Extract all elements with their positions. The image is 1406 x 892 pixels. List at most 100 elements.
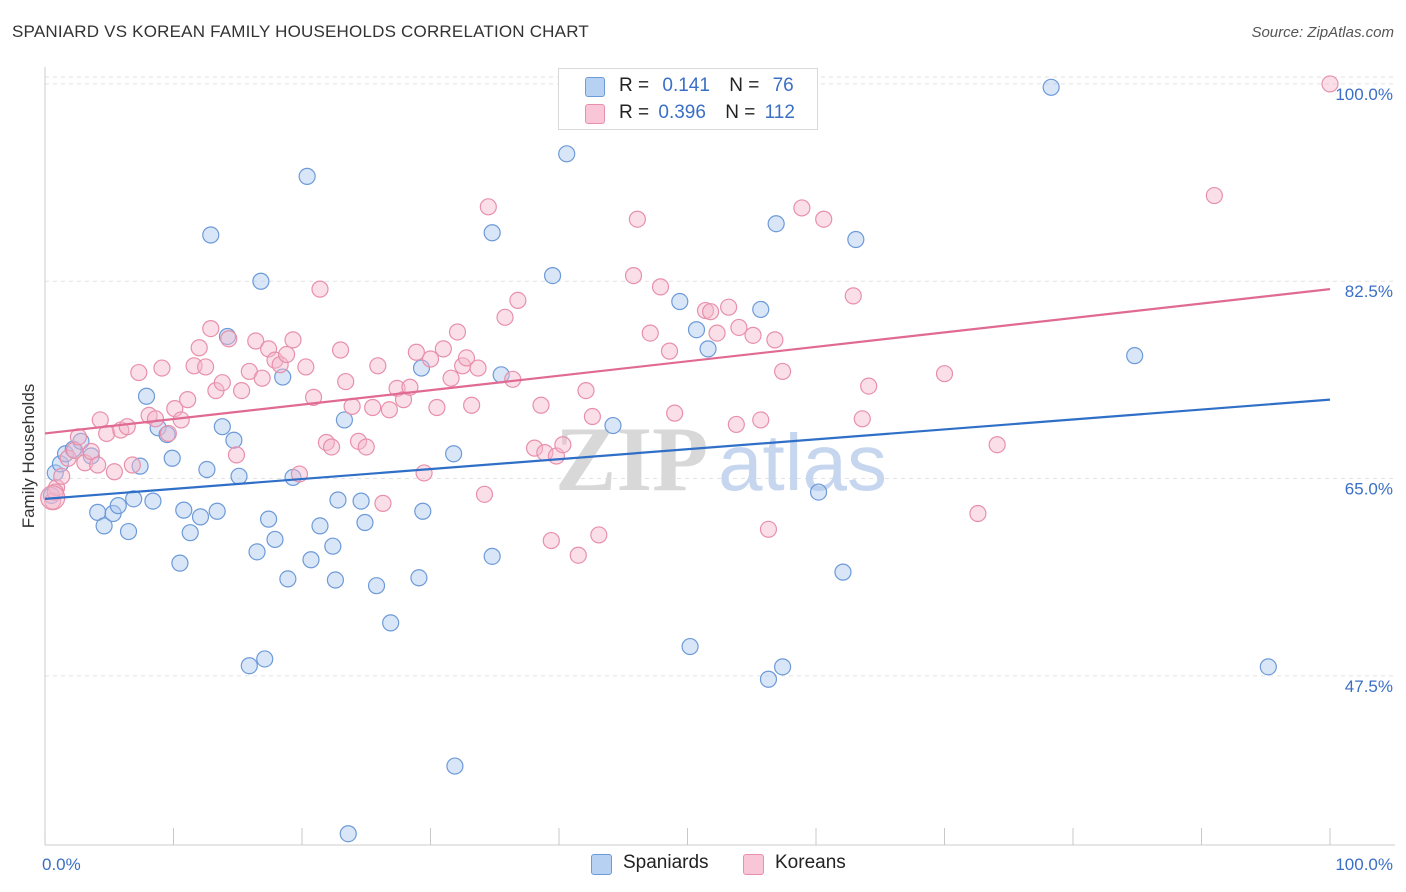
data-point (671, 292, 689, 311)
data-point (759, 670, 778, 688)
data-point (326, 571, 345, 589)
trend-lines (44, 288, 1331, 500)
data-point (146, 410, 165, 428)
legend-r-value: 0.396 (658, 102, 706, 123)
data-point (628, 210, 646, 228)
data-point (988, 436, 1006, 454)
data-point (266, 530, 284, 549)
data-point (752, 300, 770, 319)
data-point (445, 445, 463, 463)
data-point (496, 308, 514, 326)
data-point (298, 167, 316, 185)
data-point (284, 331, 302, 349)
data-point (227, 446, 246, 464)
data-point (412, 359, 431, 377)
data-point (720, 298, 738, 316)
data-point (109, 497, 127, 515)
data-point (213, 418, 231, 436)
data-point (414, 502, 432, 520)
data-point (95, 517, 113, 535)
data-point (329, 491, 347, 509)
legend-stats-koreans: R = 0.396 N = 112 (619, 102, 795, 124)
data-point (247, 332, 265, 350)
data-point (1205, 186, 1223, 205)
data-point (1259, 658, 1277, 676)
data-point (442, 369, 460, 387)
data-point (331, 341, 350, 359)
legend-swatch-spaniards (591, 854, 612, 875)
legend-stats-spaniards: R = 0.141 N = 76 (619, 75, 794, 97)
legend-r-label: R = (619, 102, 650, 123)
x-tick-label: 0.0% (42, 855, 81, 874)
data-point (525, 439, 544, 457)
data-point (759, 520, 778, 538)
data-point (158, 425, 176, 444)
data-point (105, 463, 123, 481)
data-point (198, 460, 216, 479)
data-point (339, 825, 357, 843)
legend-n-label: N = (729, 75, 760, 96)
data-point (969, 504, 987, 523)
data-point (171, 554, 189, 572)
data-point (463, 396, 481, 414)
legend-swatch-spaniards (585, 77, 605, 97)
data-point (159, 424, 177, 443)
data-point (844, 287, 862, 305)
data-point (641, 324, 659, 342)
data-point (1321, 75, 1339, 93)
data-point (125, 490, 143, 508)
data-point (382, 614, 400, 632)
data-point (130, 363, 148, 382)
data-point (322, 438, 341, 456)
y-tick-label: 100.0% (1335, 85, 1393, 104)
data-point (935, 365, 954, 383)
data-point (773, 362, 792, 381)
data-point (302, 551, 320, 569)
legend-label-spaniards: Spaniards (623, 852, 709, 873)
data-point (577, 382, 595, 400)
data-point (554, 436, 572, 454)
data-point (809, 483, 828, 501)
legend-n-value: 76 (772, 75, 794, 96)
axes (44, 67, 1395, 846)
data-point (407, 343, 425, 361)
data-point (708, 324, 726, 342)
data-point (271, 356, 289, 374)
correlation-legend: R = 0.141 N = 76 R = 0.396 N = 112 (558, 68, 818, 130)
data-point (220, 330, 238, 348)
data-point (230, 467, 248, 485)
data-point (730, 318, 748, 337)
watermark-atlas: atlas (718, 418, 887, 507)
data-point (53, 467, 71, 485)
data-point (252, 272, 270, 290)
data-point (687, 321, 706, 339)
data-point (702, 303, 720, 321)
y-tick-label: 65.0% (1345, 480, 1393, 499)
data-point (651, 278, 670, 296)
data-point (815, 210, 833, 228)
data-point (369, 357, 387, 375)
data-point (352, 492, 370, 510)
data-point (660, 342, 679, 360)
data-point (583, 407, 602, 426)
legend-swatch-koreans (743, 854, 764, 875)
legend-r-value: 0.141 (662, 75, 710, 96)
data-point (543, 266, 562, 285)
data-point (569, 546, 587, 564)
data-point (364, 398, 382, 417)
data-point (65, 441, 84, 459)
legend-label-koreans: Koreans (775, 852, 846, 873)
data-point (233, 382, 251, 400)
data-point (469, 359, 487, 377)
data-point (853, 410, 871, 428)
data-point (277, 345, 296, 364)
data-point (163, 449, 181, 467)
data-point (415, 464, 433, 482)
data-point (421, 350, 440, 368)
data-point (847, 230, 865, 249)
data-point (82, 447, 100, 465)
data-point (793, 199, 811, 217)
data-point (137, 387, 156, 405)
data-point (213, 374, 231, 392)
data-point (479, 198, 497, 216)
